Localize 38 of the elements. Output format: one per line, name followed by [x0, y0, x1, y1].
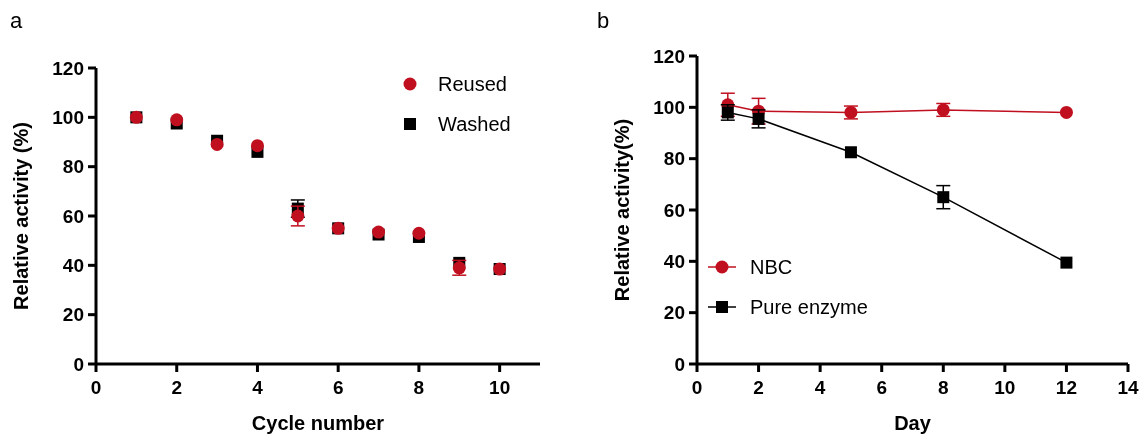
x-tick-label: 6 [876, 377, 887, 398]
x-tick-label: 4 [814, 377, 826, 398]
x-tick-label: 6 [332, 377, 344, 398]
x-tick-label: 14 [1117, 377, 1139, 398]
y-tick-label: 80 [663, 148, 685, 170]
x-tick-label: 4 [252, 377, 264, 398]
y-axis-title: Relative activity (%) [10, 122, 32, 310]
legend-label: NBC [750, 256, 793, 278]
x-tick-label: 12 [1055, 377, 1077, 398]
x-tick-label: 2 [171, 377, 183, 398]
x-tick-label: 0 [90, 377, 102, 398]
y-tick-label: 40 [62, 254, 84, 276]
y-tick-label: 100 [653, 96, 685, 118]
x-tick-label: 10 [489, 377, 511, 398]
y-tick-label: 60 [62, 205, 84, 227]
x-tick-label: 2 [753, 377, 764, 398]
y-tick-label: 0 [73, 353, 84, 375]
y-tick-label: 120 [653, 45, 685, 67]
chart-title: b [597, 8, 610, 33]
y-tick-label: 80 [62, 156, 84, 178]
y-tick-label: 120 [52, 57, 84, 79]
legend-label: Reused [438, 73, 507, 95]
x-tick-label: 10 [994, 377, 1016, 398]
legend-label: Pure enzyme [750, 296, 868, 318]
y-tick-label: 100 [52, 106, 84, 128]
y-tick-label: 40 [663, 250, 685, 272]
y-axis-title: Relative activity(%) [611, 118, 633, 302]
y-tick-label: 60 [663, 199, 685, 221]
x-axis-title: Day [894, 412, 932, 434]
legend-label: Washed [438, 113, 511, 135]
x-tick-label: 8 [413, 377, 425, 398]
y-tick-label: 20 [62, 304, 84, 326]
y-tick-label: 20 [663, 302, 685, 324]
y-tick-label: 0 [674, 353, 685, 375]
x-tick-label: 0 [691, 377, 703, 398]
chart-title: a [10, 8, 23, 33]
x-axis-title: Cycle number [251, 412, 385, 434]
x-tick-label: 8 [938, 377, 949, 398]
